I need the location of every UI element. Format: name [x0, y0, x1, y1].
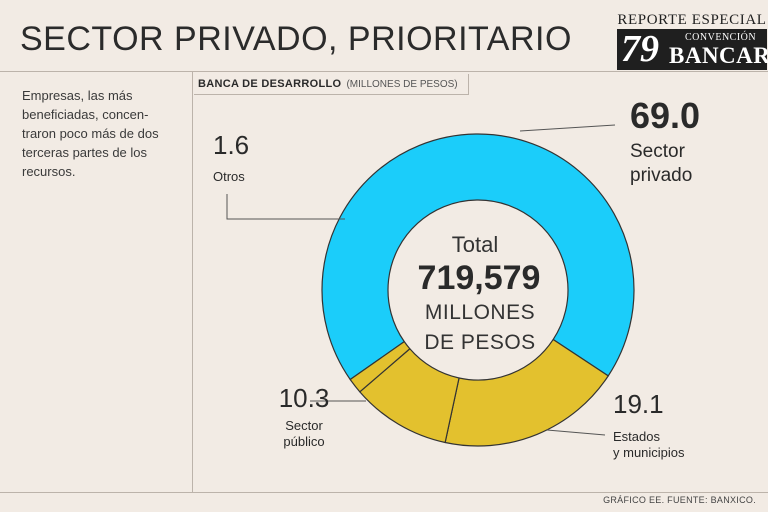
badge-line2: BANCARIA [669, 43, 768, 68]
center-label: Total 719,579 MILLONES DE PESOS [418, 232, 541, 354]
chart-subtitle: BANCA DE DESARROLLO (MILLONES DE PESOS) [194, 74, 469, 95]
page-title: SECTOR PRIVADO, PRIORITARIO [20, 20, 572, 58]
slice-otros [349, 341, 411, 393]
category-label-estados-y-municipios-0: Estados [613, 429, 660, 444]
slice-sector-privado [321, 133, 635, 381]
category-label-sector-publico-0: Sector [285, 418, 323, 433]
intro-text: Empresas, las más beneficiadas, concen-t… [22, 88, 159, 179]
value-label-sector-privado: 69.0 [630, 95, 700, 136]
category-label-sector-privado-1: privado [630, 165, 692, 186]
value-label-sector-publico: 10.3 [279, 383, 330, 413]
center-total-label: Total [452, 232, 498, 257]
chart-title: BANCA DE DESARROLLO [198, 78, 342, 90]
value-label-estados-y-municipios: 19.1 [613, 389, 664, 419]
center-unit-line1: MILLONES [425, 301, 535, 324]
value-label-otros: 1.6 [213, 130, 249, 160]
leader-lines [226, 124, 616, 436]
source-credit: GRÁFICO EE. FUENTE: BANXICO. [603, 495, 756, 505]
leader-sector-privado [519, 124, 616, 132]
special-report-badge: REPORTE ESPECIAL 79 CONVENCIÓN BANCARIA [617, 12, 768, 70]
leader-otros [226, 194, 345, 220]
slices-group [321, 133, 635, 447]
bottom-divider [0, 492, 768, 493]
badge-number: 79 [621, 28, 659, 70]
badge-line1: CONVENCIÓN [685, 32, 757, 43]
category-label-estados-y-municipios-1: y municipios [613, 445, 685, 460]
center-total-value: 719,579 [418, 259, 541, 297]
badge-top-text: REPORTE ESPECIAL [617, 12, 767, 29]
category-label-sector-publico-1: público [283, 434, 324, 449]
top-divider [0, 71, 768, 72]
center-unit-line2: DE PESOS [424, 331, 535, 354]
column-divider [192, 72, 193, 492]
chart-units: (MILLONES DE PESOS) [346, 79, 458, 90]
leader-estados-y-municipios [546, 429, 606, 436]
category-label-sector-privado-0: Sector [630, 141, 686, 162]
category-label-otros-0: Otros [213, 169, 245, 184]
